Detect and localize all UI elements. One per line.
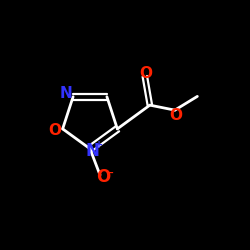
Text: O: O (170, 108, 182, 123)
Text: O: O (96, 168, 110, 186)
Text: +: + (96, 140, 104, 150)
Text: −: − (106, 168, 114, 177)
Text: N: N (60, 86, 72, 101)
Text: O: O (140, 66, 152, 81)
Text: N: N (85, 142, 99, 160)
Text: O: O (49, 123, 62, 138)
